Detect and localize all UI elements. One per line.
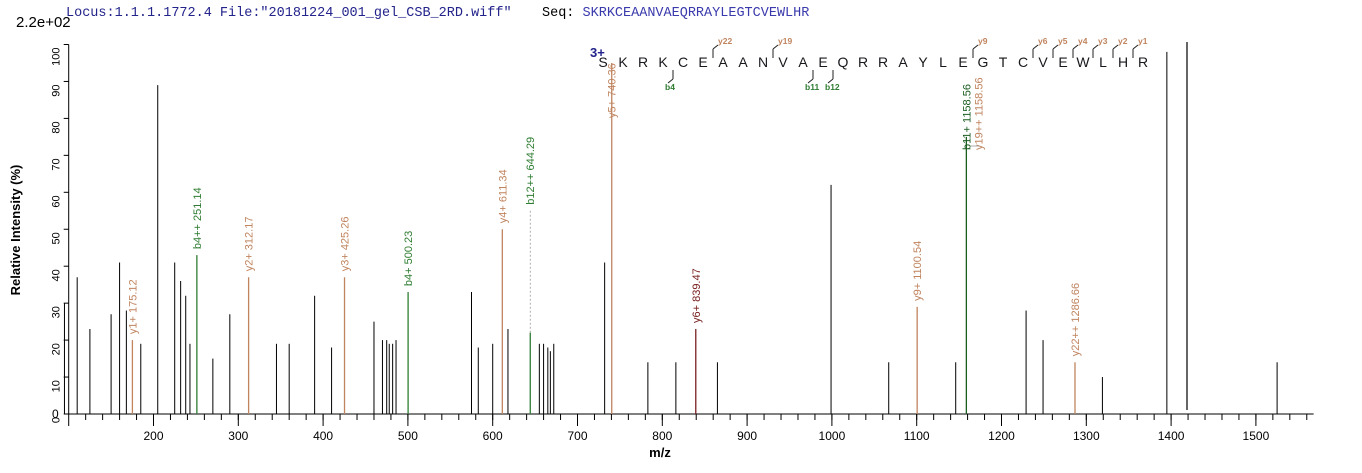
svg-text:Relative Intensity (%): Relative Intensity (%): [8, 165, 23, 296]
svg-text:y6: y6: [1038, 36, 1048, 46]
svg-text:Y: Y: [918, 54, 928, 70]
svg-text:500: 500: [398, 429, 418, 443]
svg-text:R: R: [858, 54, 868, 70]
svg-text:V: V: [1038, 54, 1048, 70]
svg-text:V: V: [778, 54, 788, 70]
svg-text:y22++ 1286.66: y22++ 1286.66: [1070, 283, 1082, 356]
svg-text:b12++ 644.29: b12++ 644.29: [525, 137, 537, 205]
svg-text:R: R: [878, 54, 888, 70]
svg-text:400: 400: [313, 429, 333, 443]
svg-text:1000: 1000: [819, 429, 846, 443]
svg-text:y4+ 611.34: y4+ 611.34: [497, 169, 509, 223]
svg-text:y6+ 839.47: y6+ 839.47: [691, 268, 703, 323]
svg-text:b11+ 1158.56: b11+ 1158.56: [961, 84, 973, 150]
svg-text:40: 40: [51, 269, 63, 281]
svg-text:y3: y3: [1098, 36, 1108, 46]
svg-text:A: A: [798, 54, 808, 70]
svg-text:y22: y22: [718, 36, 732, 46]
svg-text:0: 0: [52, 407, 59, 421]
svg-text:y2+ 312.17: y2+ 312.17: [244, 217, 256, 272]
svg-text:y9: y9: [978, 36, 988, 46]
svg-text:K: K: [658, 54, 668, 70]
svg-text:100: 100: [51, 47, 63, 65]
svg-text:2.2e+02: 2.2e+02: [16, 14, 71, 31]
svg-text:10: 10: [51, 380, 63, 392]
svg-text:S: S: [598, 54, 607, 70]
svg-text:L: L: [1099, 54, 1107, 70]
svg-text:A: A: [898, 54, 908, 70]
svg-text:300: 300: [228, 429, 248, 443]
svg-text:1300: 1300: [1073, 429, 1100, 443]
svg-text:20: 20: [51, 343, 63, 355]
svg-text:y5+ 740.36: y5+ 740.36: [607, 63, 619, 118]
svg-text:y5: y5: [1058, 36, 1068, 46]
svg-text:G: G: [978, 54, 989, 70]
svg-text:R: R: [1138, 54, 1148, 70]
svg-text:E: E: [818, 54, 827, 70]
svg-text:70: 70: [51, 158, 63, 170]
svg-text:E: E: [698, 54, 707, 70]
svg-text:N: N: [758, 54, 768, 70]
svg-text:1400: 1400: [1158, 429, 1185, 443]
svg-text:T: T: [999, 54, 1008, 70]
svg-text:b4+ 500.23: b4+ 500.23: [403, 231, 415, 286]
svg-text:E: E: [958, 54, 967, 70]
svg-text:y1+ 175.12: y1+ 175.12: [127, 279, 139, 334]
svg-text:60: 60: [51, 195, 63, 207]
svg-text:y3+ 425.26: y3+ 425.26: [340, 217, 352, 272]
svg-text:b4: b4: [665, 82, 675, 92]
svg-text:C: C: [1018, 54, 1028, 70]
svg-text:1500: 1500: [1243, 429, 1270, 443]
svg-text:Q: Q: [838, 54, 849, 70]
svg-text:H: H: [1118, 54, 1128, 70]
svg-text:C: C: [678, 54, 688, 70]
svg-text:700: 700: [567, 429, 587, 443]
svg-text:y1: y1: [1138, 36, 1148, 46]
svg-text:600: 600: [483, 429, 503, 443]
svg-text:y19++ 1158.56: y19++ 1158.56: [973, 77, 985, 150]
svg-text:y2: y2: [1118, 36, 1128, 46]
svg-text:K: K: [618, 54, 628, 70]
svg-text:800: 800: [652, 429, 672, 443]
svg-text:50: 50: [51, 232, 63, 244]
svg-text:200: 200: [143, 429, 163, 443]
svg-text:b4++ 251.14: b4++ 251.14: [192, 187, 204, 249]
svg-text:30: 30: [51, 306, 63, 318]
svg-text:L: L: [939, 54, 947, 70]
svg-text:A: A: [718, 54, 728, 70]
svg-text:b12: b12: [825, 82, 840, 92]
svg-text:80: 80: [51, 121, 63, 133]
svg-text:W: W: [1076, 54, 1090, 70]
svg-text:y9+ 1100.54: y9+ 1100.54: [912, 241, 924, 301]
svg-text:1100: 1100: [904, 429, 930, 443]
svg-text:m/z: m/z: [649, 445, 671, 460]
svg-text:y4: y4: [1078, 36, 1088, 46]
svg-text:A: A: [738, 54, 748, 70]
svg-text:E: E: [1058, 54, 1067, 70]
svg-text:900: 900: [737, 429, 757, 443]
svg-text:1200: 1200: [988, 429, 1015, 443]
svg-text:R: R: [638, 54, 648, 70]
svg-text:90: 90: [51, 84, 63, 96]
svg-text:b11: b11: [805, 82, 819, 92]
svg-text:y19: y19: [778, 36, 792, 46]
